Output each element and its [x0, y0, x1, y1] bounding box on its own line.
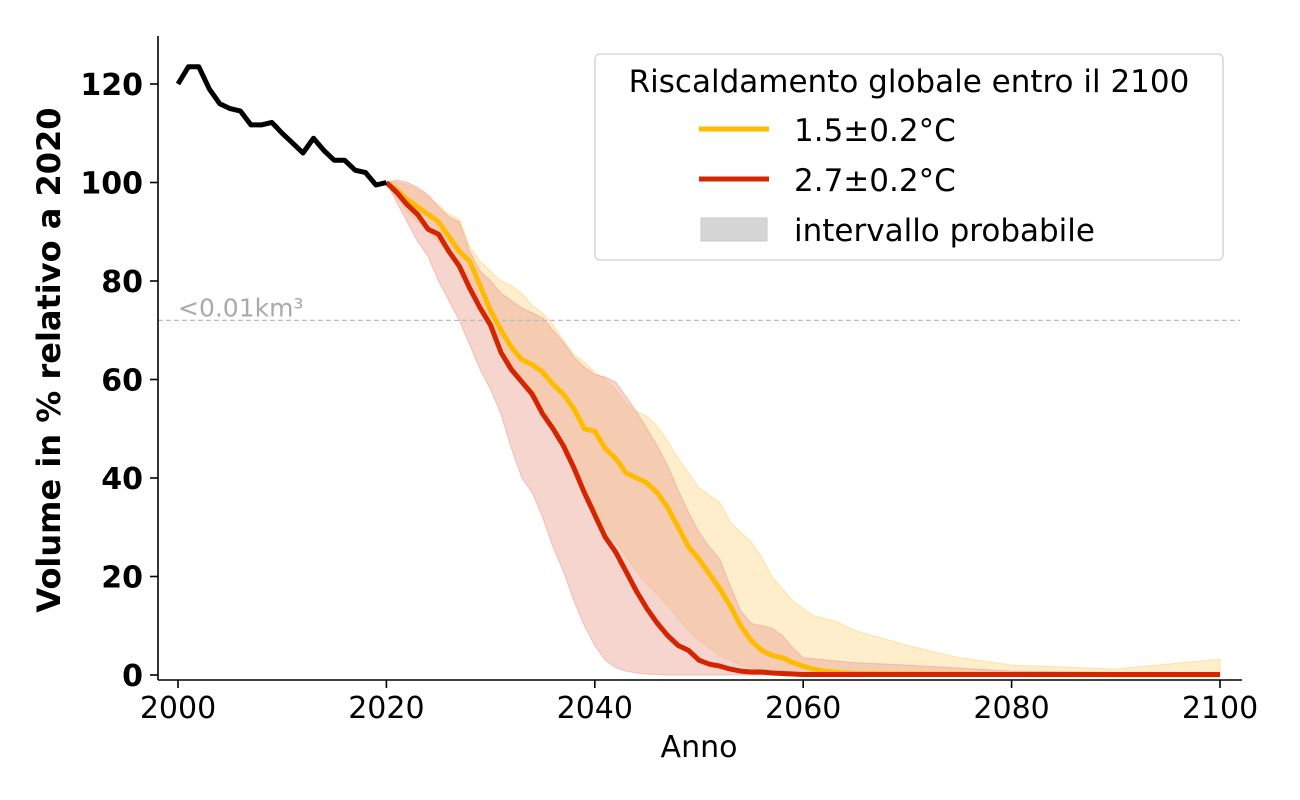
x-ticks: 2000 2020 2040 2060 2080 2100 [140, 680, 1258, 726]
y-tick-label-20: 20 [101, 561, 143, 596]
x-axis-label: Anno [661, 730, 738, 765]
legend-label-likely-range: intervallo probabile [794, 213, 1095, 249]
legend-label-1-5c: 1.5±0.2°C [794, 113, 956, 149]
y-tick-label-100: 100 [80, 167, 143, 202]
x-tick-label-2100: 2100 [1182, 691, 1258, 726]
legend-box [594, 53, 1224, 261]
y-tick-label-60: 60 [101, 364, 143, 399]
x-tick-label-2080: 2080 [973, 691, 1049, 726]
threshold-annotation: <0.01km³ [158, 293, 1240, 322]
threshold-label: <0.01km³ [178, 293, 303, 322]
legend-title: Riscaldamento globale entro il 2100 [629, 64, 1190, 100]
y-tick-label-40: 40 [101, 462, 143, 497]
y-tick-label-80: 80 [101, 265, 143, 300]
y-tick-label-0: 0 [122, 659, 143, 694]
x-tick-label-2060: 2060 [765, 691, 841, 726]
x-tick-label-2020: 2020 [348, 691, 424, 726]
legend-swatch-likely-range [700, 217, 768, 242]
line-1-5-0-2-c [384, 180, 1220, 678]
series-lines [175, 64, 1220, 678]
line-2-7-0-2-c [384, 180, 1220, 677]
x-tick-label-2040: 2040 [557, 691, 633, 726]
legend: Riscaldamento globale entro il 2100 1.5±… [594, 53, 1224, 261]
y-axis-label: Volume in % relativo a 2020 [30, 107, 68, 612]
y-ticks: 0 20 40 60 80 100 120 [80, 68, 158, 694]
line-observed [175, 64, 387, 188]
legend-label-2-7c: 2.7±0.2°C [794, 163, 956, 199]
x-tick-label-2000: 2000 [140, 691, 216, 726]
y-tick-label-120: 120 [80, 68, 143, 103]
